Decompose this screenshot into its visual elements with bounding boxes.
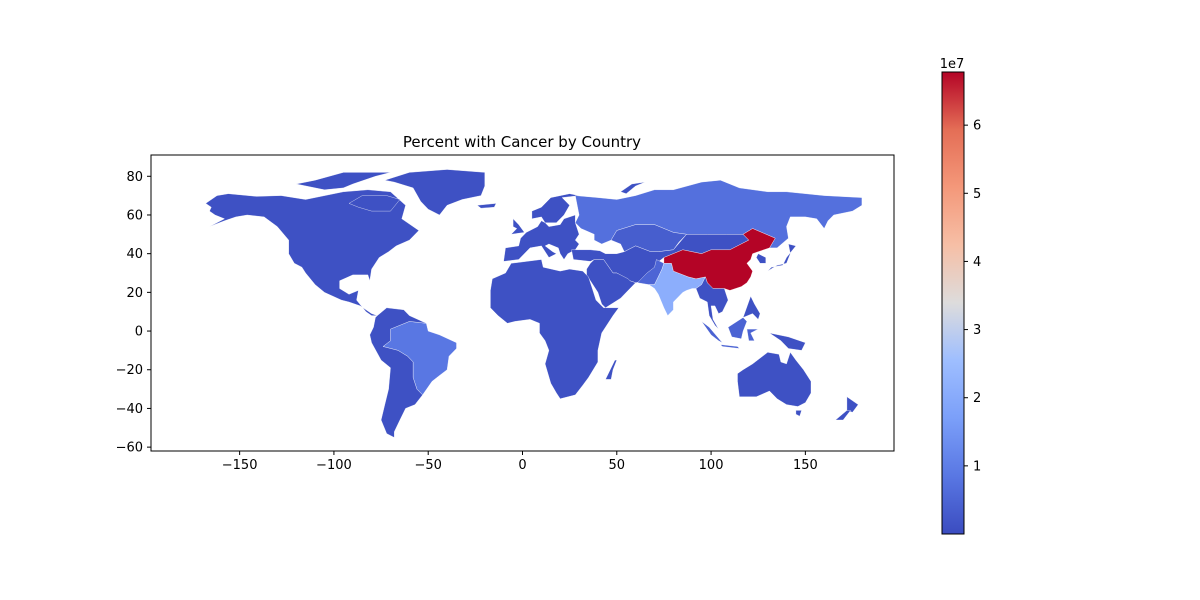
- country-other-countries: [490, 259, 620, 400]
- country-other-countries: [384, 169, 485, 216]
- x-tick-label: 0: [518, 458, 526, 473]
- colorbar-tick-label: 5: [973, 187, 981, 202]
- country-other-countries: [756, 253, 766, 264]
- map-land: [205, 169, 863, 438]
- country-other-countries: [476, 203, 497, 209]
- x-tick-label: 100: [699, 458, 724, 473]
- country-indonesia: [727, 317, 748, 340]
- x-tick-label: −100: [316, 458, 352, 473]
- colorbar-ticks: 1 2 3 4 5 6: [964, 119, 981, 474]
- country-indonesia: [720, 344, 740, 349]
- colorbar-tick-label: 4: [973, 255, 981, 270]
- y-axis: −60 −40 −20 0 20 40 60 80: [116, 170, 151, 456]
- country-indonesia: [701, 321, 723, 343]
- country-other-countries: [769, 332, 806, 351]
- colorbar: [941, 71, 965, 535]
- country-other-countries: [503, 214, 580, 262]
- country-other-countries: [586, 259, 636, 309]
- colorbar-tick-label: 3: [973, 323, 981, 338]
- country-other-countries: [737, 351, 812, 407]
- y-tick-label: 60: [126, 208, 143, 223]
- y-tick-label: 0: [135, 325, 143, 340]
- colorbar-tick-label: 1: [973, 459, 981, 474]
- x-axis: −150 −100 −50 0 50 100 150: [222, 451, 818, 473]
- colorbar-multiplier: 1e7: [940, 57, 965, 72]
- y-tick-label: −60: [116, 441, 143, 456]
- y-tick-label: 20: [126, 286, 143, 301]
- y-tick-label: −40: [116, 402, 143, 417]
- y-tick-label: 80: [126, 170, 143, 185]
- country-other-countries: [795, 410, 802, 417]
- country-other-countries: [531, 193, 580, 223]
- y-tick-label: −20: [116, 363, 143, 378]
- x-tick-label: 50: [609, 458, 626, 473]
- chart-title: Percent with Cancer by Country: [403, 133, 641, 151]
- colorbar-tick-label: 2: [973, 391, 981, 406]
- x-tick-label: 150: [793, 458, 818, 473]
- country-other-countries: [205, 189, 420, 316]
- x-tick-label: −150: [222, 458, 258, 473]
- country-china: [663, 228, 776, 291]
- country-other-countries: [695, 276, 729, 330]
- country-other-countries: [348, 195, 401, 212]
- country-other-countries: [510, 218, 525, 235]
- country-other-countries: [620, 181, 646, 194]
- country-other-countries: [296, 172, 391, 190]
- colorbar-tick-label: 6: [973, 119, 981, 134]
- country-other-countries: [835, 410, 851, 421]
- country-other-countries: [369, 307, 427, 438]
- country-other-countries: [767, 243, 797, 272]
- country-other-countries: [742, 295, 761, 320]
- x-tick-label: −50: [414, 458, 441, 473]
- country-indonesia: [746, 328, 759, 341]
- country-other-countries: [605, 359, 618, 380]
- country-other-countries: [846, 396, 859, 413]
- y-tick-label: 40: [126, 247, 143, 262]
